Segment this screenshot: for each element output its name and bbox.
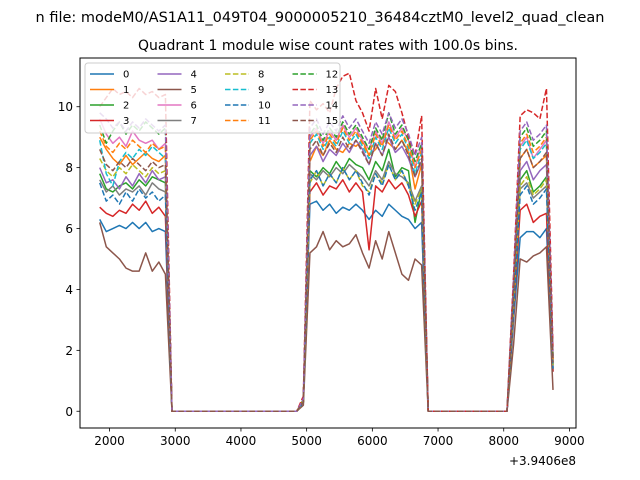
series-line-10 [99,163,554,412]
legend-label-9: 9 [258,85,264,96]
x-tick-label: 7000 [423,434,454,448]
plot-area [79,57,577,429]
series-line-15 [99,133,554,412]
x-tick-label: 4000 [226,434,257,448]
legend-label-8: 8 [258,70,264,81]
legend-label-1: 1 [123,85,129,96]
chart-title: Quadrant 1 module wise count rates with … [138,38,518,54]
legend-label-0: 0 [123,70,129,81]
figure-suptitle: n file: modeM0/AS1A11_049T04_9000005210_… [36,10,605,26]
legend-label-13: 13 [326,85,339,96]
x-tick-label: 6000 [357,434,388,448]
y-tick-label: 6 [65,222,73,236]
x-offset-label: +3.9406e8 [509,454,576,468]
legend-label-2: 2 [123,101,129,112]
y-tick-label: 0 [65,405,73,419]
y-tick-label: 2 [65,344,73,358]
x-axis: 2000 3000 4000 5000 6000 7000 8000 9000 [94,428,585,448]
legend-label-12: 12 [326,70,339,81]
legend-label-4: 4 [191,70,197,81]
legend-label-6: 6 [191,101,197,112]
y-tick-label: 8 [65,161,73,175]
legend-label-7: 7 [191,116,197,127]
legend-label-5: 5 [191,85,197,96]
x-tick-label: 9000 [554,434,585,448]
y-tick-label: 10 [58,100,73,114]
legend-label-3: 3 [123,116,129,127]
legend-box [84,62,341,134]
x-tick-label: 2000 [94,434,125,448]
y-tick-label: 4 [65,283,73,297]
legend-label-14: 14 [326,101,339,112]
axes-frame [79,57,577,429]
x-tick-label: 8000 [488,434,519,448]
x-tick-label: 5000 [291,434,322,448]
legend-label-15: 15 [326,116,339,127]
x-tick-label: 3000 [160,434,191,448]
legend-label-11: 11 [258,116,271,127]
legend-label-10: 10 [258,101,271,112]
y-axis: 0 2 4 6 8 10 [58,100,80,419]
series-layer [98,72,554,412]
